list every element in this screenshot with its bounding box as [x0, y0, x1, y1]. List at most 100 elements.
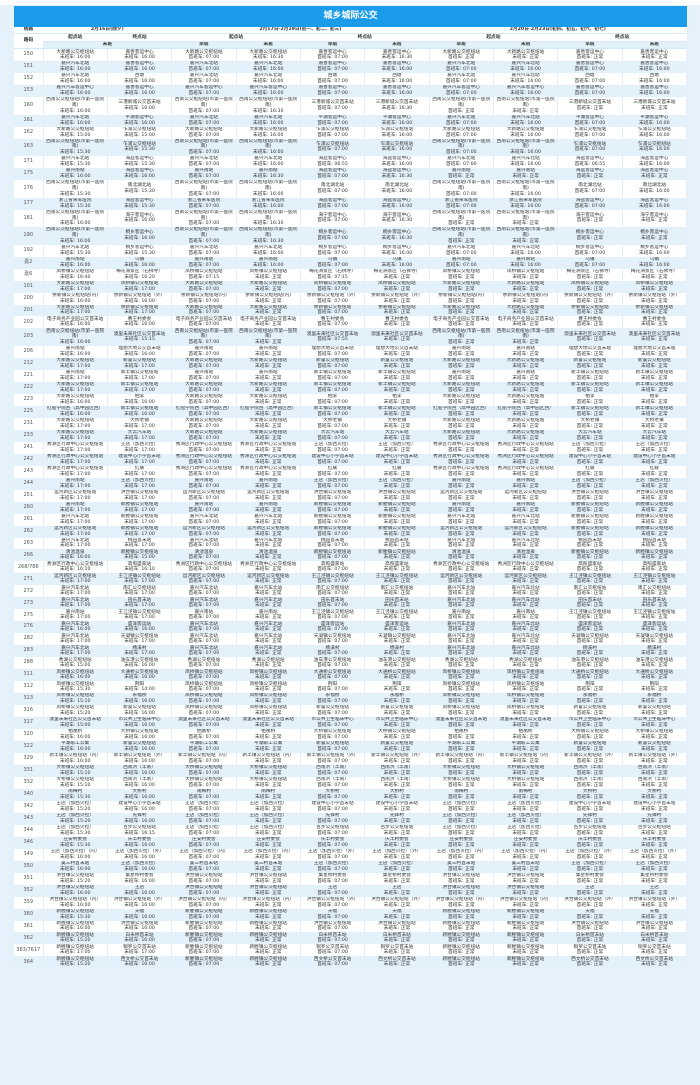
- schedule-cell: 嘉兴南站 首班车: 07:00: [171, 501, 237, 514]
- station-name: 新塍镇公交枢纽站: [571, 501, 609, 507]
- schedule-cell: 澳里未来社区公交首末站 末班车: 正常: [622, 328, 688, 346]
- bus-time: 首班车: 正常: [447, 770, 475, 776]
- bus-time: 末班车: 正常: [254, 794, 282, 800]
- station-name: 百步公交枢纽站: [316, 825, 349, 831]
- station-name: 新塍镇公交枢纽站: [635, 525, 674, 531]
- station-name: 梅花洲景区（石佛寺）: [373, 268, 421, 274]
- schedule-cell: 秀洲区行政中心公交枢纽站 首班车: 正常: [429, 453, 494, 466]
- station-name: 洪合镇公交枢纽站: [571, 920, 609, 926]
- schedule-cell: 新塍镇公交枢纽站 首班车: 07:00: [300, 513, 366, 526]
- schedule-cell: 三港新城公交首末站 末班车: 16:00: [107, 97, 173, 115]
- station-name: 市公共卫生临床中心: [375, 717, 418, 723]
- station-name: 田乐首末站: [320, 597, 345, 603]
- table-row: 342 王店（加西贝拉） 末班车: 15:20 建设中心小学首末站 末班车: 16:00…: [14, 800, 688, 813]
- schedule-cell: 运河新区公交枢纽站 首班车: 07:00: [171, 525, 237, 538]
- station-name: 先锋村: [647, 813, 662, 819]
- station-name: 嘉兴南站: [258, 346, 278, 352]
- schedule-cell: 王店 首班车: 正常: [557, 884, 623, 897]
- route-number: 251: [14, 489, 44, 502]
- bus-time: 首班车: 正常: [576, 218, 604, 224]
- bus-time: 末班车: 16:00: [59, 902, 91, 908]
- schedule-cell: 平湖客运中心 首班车: 07:00: [300, 114, 366, 127]
- bus-time: 末班车: 正常: [254, 519, 282, 525]
- bus-time: 首班车: 07:00: [188, 250, 220, 256]
- station-name: 曹王村委会: [385, 316, 409, 322]
- bus-time: 首班车: 07:00: [188, 120, 220, 126]
- station-name: 西塘: [392, 73, 402, 79]
- schedule-cell: 新塍镇公交枢纽站 末班车: 正常: [493, 944, 559, 957]
- station-name: 嘉兴汽车北站: [189, 513, 218, 519]
- station-name: 田乐首末站: [127, 597, 152, 603]
- bus-time: 首班车: 正常: [576, 105, 604, 111]
- schedule-cell: 高照盛家站 末班车: 正常: [364, 561, 430, 574]
- station-name: 新塍镇公交枢纽站: [506, 920, 545, 926]
- bus-time: 首班车: 正常: [576, 483, 604, 489]
- bus-time: 首班车: 07:00: [445, 150, 477, 156]
- station-name: 秀洲区行政中心公交枢纽站: [497, 454, 554, 460]
- bus-time: 末班车: 正常: [383, 471, 411, 477]
- schedule-cell: 电子商务产业园公交首末站 末班车: 正常: [493, 316, 559, 329]
- bus-time: 末班车: 16:00: [252, 91, 284, 97]
- bus-time: 末班车: 16:30: [252, 174, 284, 180]
- table-row: 262 运河新区公交枢纽站 末班车: 17:00 新塍镇公交枢纽站 末班车: 17:00…: [14, 525, 688, 538]
- schedule-cell: 嘉兴汽车北站 末班车: 15:30: [43, 156, 108, 169]
- bus-time: 末班车: 16:00: [638, 120, 670, 126]
- schedule-cell: 嘉兴南站 首班车: 正常: [429, 168, 494, 180]
- station-name: 嘉兴南站: [194, 346, 214, 352]
- station-name: 运河新区公交枢纽站: [504, 525, 547, 531]
- schedule-cell: 运河新区公交枢纽站 首班车: 07:00: [171, 573, 237, 586]
- schedule-cell: 凤桥镇公交枢纽站 末班车: 正常: [493, 268, 559, 281]
- bus-time: 末班车: 16:00: [59, 238, 91, 244]
- table-row: 222 大新路公交枢纽站 末班车: 17:00 新丰镇公交枢纽站 末班车: 17:00 大…: [14, 381, 688, 394]
- station-name: 新塍镇公交枢纽站: [506, 932, 545, 938]
- schedule-cell: 百步公交枢纽站 首班车: 正常: [557, 824, 623, 837]
- station-name: 栖凰桥: [196, 729, 211, 735]
- bus-time: 首班车: 07:00: [317, 639, 348, 645]
- bus-time: 末班车: 正常: [383, 926, 411, 932]
- station-name: 嘉兴汽车北站: [447, 645, 476, 651]
- station-name: 嘉兴汽车北站: [61, 61, 90, 67]
- schedule-cell: 嘉善客运中心 首班车: 正常: [557, 48, 623, 62]
- route-number: 329: [14, 752, 44, 765]
- bus-time: 末班车: 正常: [383, 399, 411, 405]
- schedule-cell: 嘉兴汽车北站 首班车: 正常: [429, 537, 494, 550]
- station-name: 新塍镇公交枢纽站: [506, 944, 545, 950]
- schedule-cell: 西文桥公交首末站 末班车: 正常: [622, 956, 688, 969]
- bus-time: 末班车: 正常: [383, 274, 411, 280]
- schedule-cell: 先锋村 首班车: 07:00: [300, 812, 366, 825]
- bus-time: 末班车: 正常: [383, 375, 411, 381]
- station-name: 西南浜（丰南）: [637, 777, 671, 783]
- bus-time: 末班车: 16:00: [124, 734, 155, 740]
- bus-time: 末班车: 正常: [641, 878, 668, 884]
- bus-time: 末班车: 正常: [254, 770, 282, 776]
- bus-time: 末班车: 正常: [512, 818, 539, 824]
- schedule-cell: 嘉兴汽车北站 首班车: 07:00: [171, 633, 237, 646]
- station-name: 建设中心小学首末站: [311, 454, 354, 460]
- bus-time: 末班车: 16:00: [59, 399, 91, 405]
- schedule-cell: 大桥镇公交枢纽站 首班车: 07:00: [171, 764, 237, 777]
- station-name: 先锋村: [582, 813, 597, 819]
- table-row: 288 秀湖公交枢纽站 末班车: 15:00 油车港公交枢纽站 末班车: 16:00 秀湖…: [14, 657, 688, 670]
- station-name: 南汇公交枢纽站: [380, 585, 414, 591]
- schedule-cell: 三港新城公交首末站 首班车: 正常: [557, 97, 623, 115]
- station-name: 王店（加西贝拉）: [249, 813, 287, 819]
- schedule-cell: 新塍镇公交枢纽站 末班车: 正常: [622, 549, 688, 562]
- schedule-cell: 嘉兴汽车北站 首班车: 07:00: [171, 73, 237, 86]
- bus-time: 末班车: 正常: [512, 699, 539, 705]
- bus-time: 末班车: 正常: [383, 507, 411, 513]
- bus-time: 末班车: 16:00: [252, 191, 284, 197]
- station-name: 白米桥首末站: [125, 932, 154, 938]
- route-number: 212: [14, 357, 44, 370]
- schedule-cell: 栖凰桥 末班车: 16:00: [43, 729, 108, 741]
- schedule-cell: 运河新区公交枢纽站 首班车: 07:00: [171, 489, 237, 502]
- station-name: 乌镇: [327, 257, 338, 263]
- station-name: 西南公交枢纽站(市第一医院南): [174, 97, 233, 108]
- bus-time: 末班车: 正常: [641, 495, 668, 501]
- station-name: 大新路公交枢纽站: [442, 304, 480, 310]
- bus-time: 末班车: 正常: [641, 363, 668, 369]
- schedule-cell: 王江泾镇公交枢纽站 首班车: 正常: [557, 573, 623, 586]
- schedule-cell: 凤桥镇公交枢纽站 末班车: 正常: [364, 280, 430, 293]
- station-name: 新篁公交枢纽站: [637, 741, 671, 747]
- table-row: 360 新塍镇公交枢纽站 末班车: 15:30 天福 末班车: 16:00 新塍镇公交枢纽…: [14, 908, 688, 921]
- station-name: 海盐客运中心: [125, 197, 154, 203]
